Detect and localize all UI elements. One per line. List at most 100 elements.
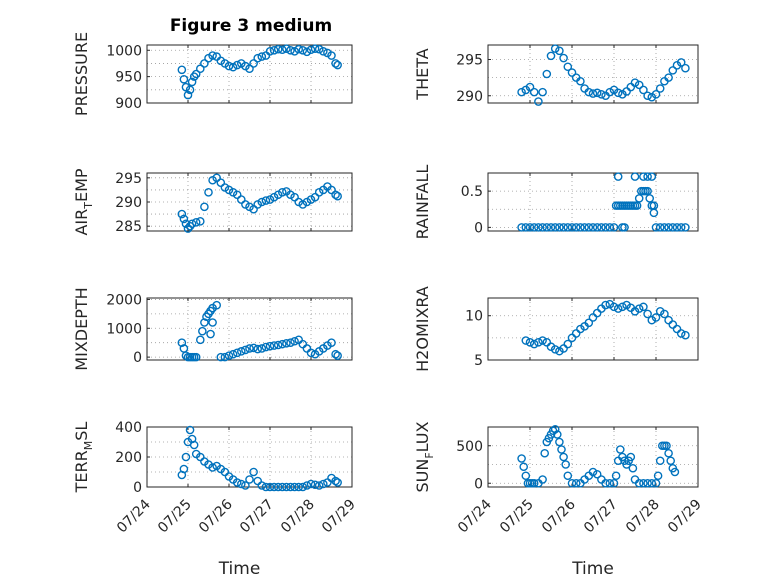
data-point (318, 479, 328, 489)
data-point (584, 87, 594, 97)
data-point (273, 44, 283, 54)
axes-box (487, 44, 699, 104)
data-point (286, 338, 295, 347)
data-point (609, 478, 619, 488)
data-point (302, 47, 312, 57)
data-point (314, 481, 324, 490)
data-point (265, 482, 275, 492)
data-point (228, 349, 238, 359)
data-point (559, 452, 568, 462)
data-point (664, 73, 673, 82)
data-point (592, 469, 602, 479)
subplot-1: 900 950 1000 PRESSURE (72, 32, 353, 116)
data-point (681, 223, 690, 232)
data-point (521, 471, 531, 481)
data-point (327, 51, 336, 60)
data-point (290, 336, 299, 346)
y-tick-label: 400 (115, 420, 142, 436)
data-point (261, 342, 271, 352)
data-point (567, 223, 577, 232)
data-point (208, 51, 217, 60)
y-axis-label: RAINFALL (413, 165, 432, 240)
data-point (576, 324, 585, 334)
data-point (580, 223, 589, 232)
data-point (628, 463, 638, 473)
data-point (555, 46, 564, 56)
data-point (538, 475, 547, 484)
data-point (597, 223, 606, 232)
y-axis-label: MIXDEPTH (72, 287, 91, 370)
y-tick-label: 1000 (106, 43, 142, 59)
data-point (224, 61, 234, 71)
data-point (525, 223, 535, 232)
data-point (187, 219, 197, 229)
data-point (257, 481, 267, 490)
subplot-2: 290 295 THETA (413, 44, 699, 106)
data-point (676, 329, 686, 338)
data-point (269, 341, 279, 350)
data-point (208, 318, 217, 327)
data-point (269, 482, 279, 492)
data-point (676, 223, 686, 232)
data-point (534, 223, 543, 232)
data-point (588, 223, 598, 232)
data-point (647, 478, 657, 488)
data-point (195, 217, 205, 226)
data-point (546, 223, 556, 232)
y-axis-label: TERRMSL (72, 422, 95, 494)
data-point (331, 59, 340, 68)
y-tick-label: 2000 (106, 292, 142, 308)
y-tick-label: 500 (456, 439, 483, 455)
data-point (269, 45, 279, 55)
y-tick-label: 1000 (106, 321, 142, 337)
x-axis-label: Time (218, 559, 261, 579)
data-point (584, 318, 594, 328)
subplot-5: 0 1000 2000 MIXDEPTH (72, 287, 353, 371)
data-point (241, 481, 250, 490)
data-point (668, 223, 678, 232)
data-point (282, 482, 291, 492)
data-point (634, 304, 644, 313)
data-point (538, 336, 547, 345)
axes-box (487, 297, 699, 361)
data-point (609, 223, 619, 232)
data-point (651, 478, 661, 488)
data-point (517, 454, 526, 463)
data-point (191, 69, 201, 79)
data-point (200, 318, 209, 327)
data-point (655, 84, 665, 93)
data-point (555, 346, 564, 356)
y-axis-label: AIRTEMP (72, 168, 95, 235)
data-point (257, 52, 267, 61)
data-point (189, 440, 199, 450)
data-point (298, 482, 308, 492)
data-point (253, 344, 263, 354)
data-point (676, 58, 686, 67)
data-point (212, 300, 221, 310)
y-tick-label: 0 (133, 350, 142, 366)
y-axis-label: H2OMIXRA (413, 286, 432, 372)
data-point (571, 478, 581, 488)
y-tick-label: 0.5 (461, 184, 483, 200)
y-tick-label: 295 (115, 171, 142, 187)
data-point (187, 77, 197, 87)
data-point (660, 309, 669, 319)
data-point (563, 471, 573, 481)
data-point (643, 309, 652, 319)
data-point (273, 482, 283, 492)
data-point (245, 64, 254, 74)
data-point (232, 60, 242, 70)
data-point (273, 340, 283, 350)
data-point (664, 223, 673, 232)
data-point (253, 53, 263, 63)
data-point (576, 223, 585, 232)
data-point (670, 467, 680, 477)
data-point (613, 304, 623, 313)
data-point (179, 464, 189, 474)
data-point (327, 338, 336, 347)
data-point (294, 482, 304, 492)
data-point (306, 348, 316, 358)
y-axis-label: SUNFLUX (413, 421, 436, 492)
data-point (257, 344, 267, 353)
